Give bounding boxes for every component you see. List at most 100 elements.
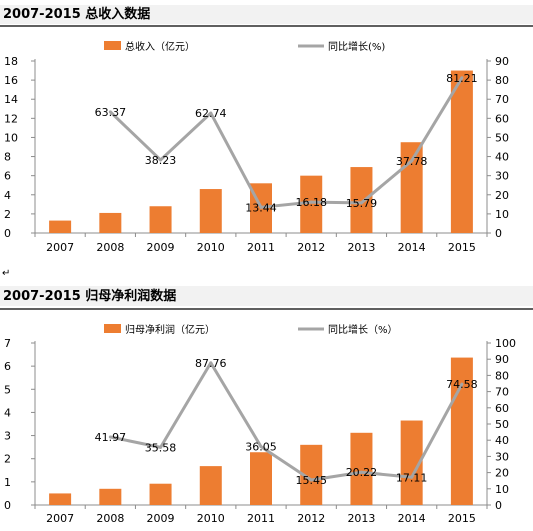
- growth-data-label: 16.18: [295, 196, 327, 209]
- x-tick-label: 2015: [448, 512, 476, 525]
- x-tick-label: 2007: [46, 241, 74, 254]
- bar: [49, 493, 72, 505]
- x-tick-label: 2007: [46, 512, 74, 525]
- y-right-tick-label: 90: [495, 353, 509, 366]
- y-left-tick-label: 12: [4, 112, 18, 125]
- legend-bar-label: 归母净利润（亿元）: [125, 323, 215, 336]
- x-tick-label: 2008: [96, 512, 124, 525]
- y-left-tick-label: 5: [4, 383, 11, 396]
- growth-point: [309, 200, 313, 204]
- growth-point: [410, 475, 414, 479]
- growth-point: [359, 201, 363, 205]
- bar: [99, 488, 122, 505]
- growth-point: [259, 205, 263, 209]
- growth-point: [309, 478, 313, 482]
- x-tick-label: 2014: [398, 241, 426, 254]
- growth-data-label: 36.05: [245, 441, 277, 454]
- bar: [99, 212, 122, 233]
- bar: [149, 483, 172, 505]
- y-left-tick-label: 2: [4, 453, 11, 466]
- growth-data-label: 15.45: [295, 474, 327, 487]
- y-left-tick-label: 6: [4, 360, 11, 373]
- growth-point: [460, 76, 464, 80]
- growth-data-label: 20.22: [346, 466, 378, 479]
- y-right-tick-label: 20: [495, 467, 509, 480]
- bar: [350, 167, 373, 233]
- growth-point: [209, 111, 213, 115]
- bar: [250, 452, 272, 505]
- bar: [350, 432, 373, 505]
- growth-data-label: 13.44: [245, 201, 277, 214]
- growth-data-label: 63.37: [95, 106, 127, 119]
- growth-line: [110, 361, 464, 482]
- y-left-tick-label: 0: [4, 499, 11, 512]
- return-mark: ↵: [2, 268, 10, 279]
- y-right-tick-label: 20: [495, 189, 509, 202]
- growth-line: [109, 77, 464, 209]
- bar: [49, 220, 72, 233]
- chart-title: 2007-2015 总收入数据: [3, 6, 150, 22]
- growth-point: [410, 159, 414, 163]
- legend-bar-swatch: [104, 324, 121, 333]
- y-right-tick-label: 80: [495, 74, 509, 87]
- growth-data-label: 15.79: [346, 197, 378, 210]
- x-tick-label: 2010: [197, 512, 225, 525]
- y-right-tick-label: 0: [495, 227, 502, 240]
- growth-data-label: 35.58: [145, 441, 177, 454]
- legend-bar-swatch: [104, 41, 121, 50]
- growth-point: [159, 445, 163, 449]
- y-right-tick-label: 30: [495, 170, 509, 183]
- y-right-tick-label: 50: [495, 131, 509, 144]
- bar: [199, 466, 222, 505]
- bar: [450, 70, 473, 233]
- x-tick-label: 2009: [147, 241, 175, 254]
- y-right-tick-label: 40: [495, 434, 509, 447]
- growth-data-label: 87.76: [195, 357, 227, 370]
- bar: [199, 189, 222, 233]
- x-tick-label: 2011: [247, 241, 275, 254]
- growth-point: [460, 382, 464, 386]
- growth-point: [108, 110, 112, 114]
- y-left-tick-label: 3: [4, 430, 11, 443]
- growth-data-label: 74.58: [446, 378, 478, 391]
- y-left-tick-label: 10: [4, 131, 18, 144]
- x-tick-label: 2015: [448, 241, 476, 254]
- chart-title: 2007-2015 归母净利润数据: [3, 288, 176, 304]
- growth-point: [359, 470, 363, 474]
- y-right-tick-label: 40: [495, 151, 509, 164]
- x-tick-label: 2009: [147, 512, 175, 525]
- growth-data-label: 62.74: [195, 107, 227, 120]
- y-left-tick-label: 4: [4, 406, 11, 419]
- growth-point: [209, 361, 213, 365]
- y-left-tick-label: 7: [4, 337, 11, 350]
- y-right-tick-label: 0: [495, 499, 502, 512]
- y-left-tick-label: 16: [4, 74, 18, 87]
- y-left-tick-label: 8: [4, 151, 11, 164]
- y-left-tick-label: 14: [4, 93, 18, 106]
- y-right-tick-label: 50: [495, 418, 509, 431]
- y-right-tick-label: 60: [495, 402, 509, 415]
- y-right-tick-label: 10: [495, 483, 509, 496]
- y-left-tick-label: 4: [4, 189, 11, 202]
- title-band: [0, 5, 533, 24]
- y-right-tick-label: 100: [495, 337, 516, 350]
- growth-data-label: 41.97: [95, 431, 127, 444]
- y-left-tick-label: 0: [4, 227, 11, 240]
- y-right-tick-label: 70: [495, 93, 509, 106]
- x-tick-label: 2014: [398, 512, 426, 525]
- y-right-tick-label: 80: [495, 369, 509, 382]
- x-tick-label: 2008: [96, 241, 124, 254]
- growth-point: [159, 158, 163, 162]
- y-right-tick-label: 10: [495, 208, 509, 221]
- legend-line-label: 同比增长(%): [328, 40, 385, 53]
- y-left-tick-label: 6: [4, 170, 11, 183]
- x-tick-label: 2010: [197, 241, 225, 254]
- legend-line-label: 同比增长（%）: [328, 323, 398, 336]
- y-right-tick-label: 70: [495, 386, 509, 399]
- x-tick-label: 2013: [347, 512, 375, 525]
- bar: [300, 175, 323, 233]
- x-tick-label: 2011: [247, 512, 275, 525]
